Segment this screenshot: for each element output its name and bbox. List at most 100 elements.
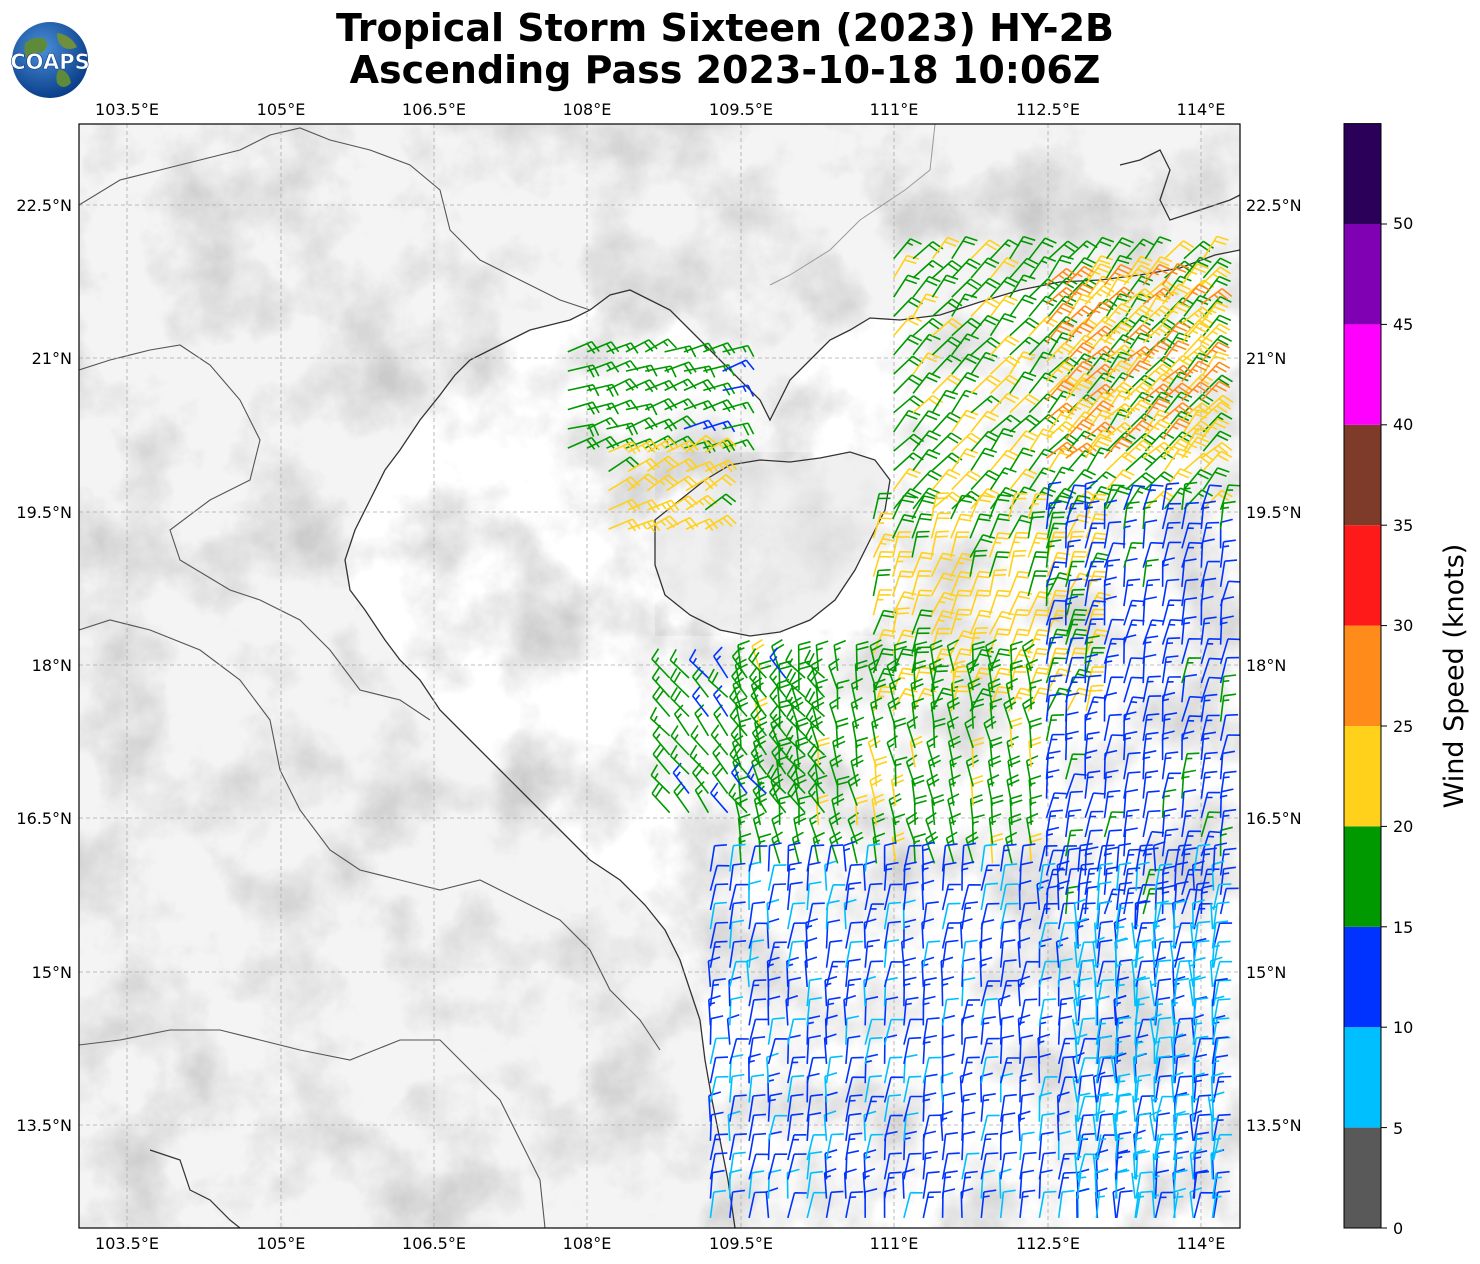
wind-barb	[748, 845, 768, 872]
wind-barb	[1149, 1109, 1162, 1142]
wind-barb	[804, 726, 826, 756]
wind-barb	[1009, 317, 1040, 337]
wind-barb	[567, 340, 600, 354]
wind-barb	[1123, 304, 1154, 325]
wind-barb	[1047, 315, 1078, 337]
wind-barb	[912, 487, 941, 510]
wind-barb	[1046, 511, 1066, 539]
wind-barb	[911, 495, 937, 520]
wind-barb	[1123, 771, 1141, 799]
wind-barb	[1065, 265, 1096, 286]
wind-barb	[806, 1191, 826, 1219]
wind-barb	[1163, 487, 1193, 510]
wind-barb	[832, 735, 846, 768]
lon-label: 109.5°E	[709, 1234, 773, 1253]
wind-barb	[1095, 1055, 1113, 1084]
wind-barb	[1096, 939, 1113, 968]
wind-barb	[804, 687, 826, 718]
wind-barb	[651, 648, 671, 679]
wind-barb	[922, 1056, 942, 1084]
wind-barb	[649, 706, 671, 737]
wind-barb	[911, 513, 934, 539]
wind-barb	[1173, 899, 1187, 930]
wind-barb	[999, 919, 1016, 949]
wind-barb	[989, 239, 1020, 260]
wind-barb	[988, 494, 1012, 520]
wind-barb	[1142, 441, 1175, 459]
wind-barb	[1008, 493, 1028, 520]
wind-barb	[1132, 1095, 1140, 1122]
wind-barb	[1084, 731, 1100, 761]
wind-barb	[1103, 286, 1135, 305]
wind-barb	[1212, 998, 1231, 1026]
wind-barb	[1103, 484, 1125, 511]
wind-barb	[970, 430, 1000, 452]
wind-barb	[730, 724, 748, 756]
wind-barb	[951, 470, 981, 491]
wind-barb	[941, 997, 959, 1026]
wind-barb	[906, 715, 919, 749]
wind-barb	[1191, 899, 1205, 930]
country-borders	[79, 127, 661, 1228]
wind-barb	[1045, 522, 1067, 549]
wind-barb	[1057, 1076, 1078, 1103]
wind-barb	[1008, 570, 1031, 597]
wind-barb	[1077, 902, 1096, 930]
wind-barb	[825, 960, 846, 988]
wind-barb	[711, 762, 729, 794]
wind-barb	[1219, 484, 1240, 511]
wind-barb	[1142, 635, 1159, 664]
wind-barb	[941, 1131, 959, 1161]
wind-barb	[731, 646, 748, 679]
wind-barb	[961, 999, 981, 1026]
wind-barb	[1112, 1110, 1126, 1141]
wind-barb	[1123, 886, 1142, 915]
wind-barb	[864, 1133, 884, 1161]
wind-barb	[1123, 419, 1154, 440]
wind-barb	[1103, 302, 1133, 325]
wind-barb	[989, 736, 1003, 768]
wind-barb	[1027, 532, 1050, 558]
wind-barb	[1192, 940, 1210, 968]
wind-barb	[864, 903, 885, 930]
wind-barb	[1219, 713, 1239, 741]
wind-barb	[750, 743, 768, 775]
wind-barb	[912, 333, 941, 356]
wind-barb	[1065, 829, 1083, 857]
wind-barb	[971, 640, 985, 671]
wind-barb	[1047, 240, 1079, 260]
wind-barb	[970, 314, 1000, 337]
wind-barb	[1065, 322, 1095, 344]
wind-barb	[1115, 1134, 1124, 1161]
wind-barb	[1181, 381, 1212, 402]
wind-barb	[769, 666, 787, 698]
wind-barb	[644, 338, 677, 353]
wind-barb	[1019, 1151, 1037, 1180]
wind-barb	[847, 773, 861, 806]
wind-barb	[845, 1056, 864, 1084]
wind-barb	[980, 1132, 999, 1161]
wind-barb	[787, 782, 806, 814]
wind-barb	[797, 640, 811, 671]
wind-barb	[1074, 1033, 1088, 1064]
wind-barb	[1161, 619, 1183, 645]
lon-labels-top: 103.5°E 105°E 106.5°E 108°E 109.5°E 111°…	[95, 100, 1225, 119]
wind-barb	[961, 1056, 980, 1084]
wind-barb	[1181, 558, 1197, 587]
wind-barb	[891, 570, 914, 597]
wind-barb	[1200, 714, 1220, 741]
wind-barb	[1183, 468, 1213, 491]
wind-barb	[1123, 696, 1145, 722]
colorbar-bin	[1344, 324, 1381, 425]
wind-barb	[1123, 439, 1154, 459]
colorbar-bin	[1344, 1127, 1381, 1228]
wind-barb	[1142, 363, 1174, 382]
wind-barb	[1202, 450, 1233, 471]
wind-barb	[664, 361, 697, 375]
wind-barb	[1142, 383, 1174, 402]
wind-barb	[1219, 656, 1240, 684]
wind-barb	[1189, 1148, 1203, 1180]
wind-barb	[1170, 999, 1179, 1026]
wind-barb	[1046, 609, 1070, 635]
wind-barb	[1065, 360, 1095, 382]
